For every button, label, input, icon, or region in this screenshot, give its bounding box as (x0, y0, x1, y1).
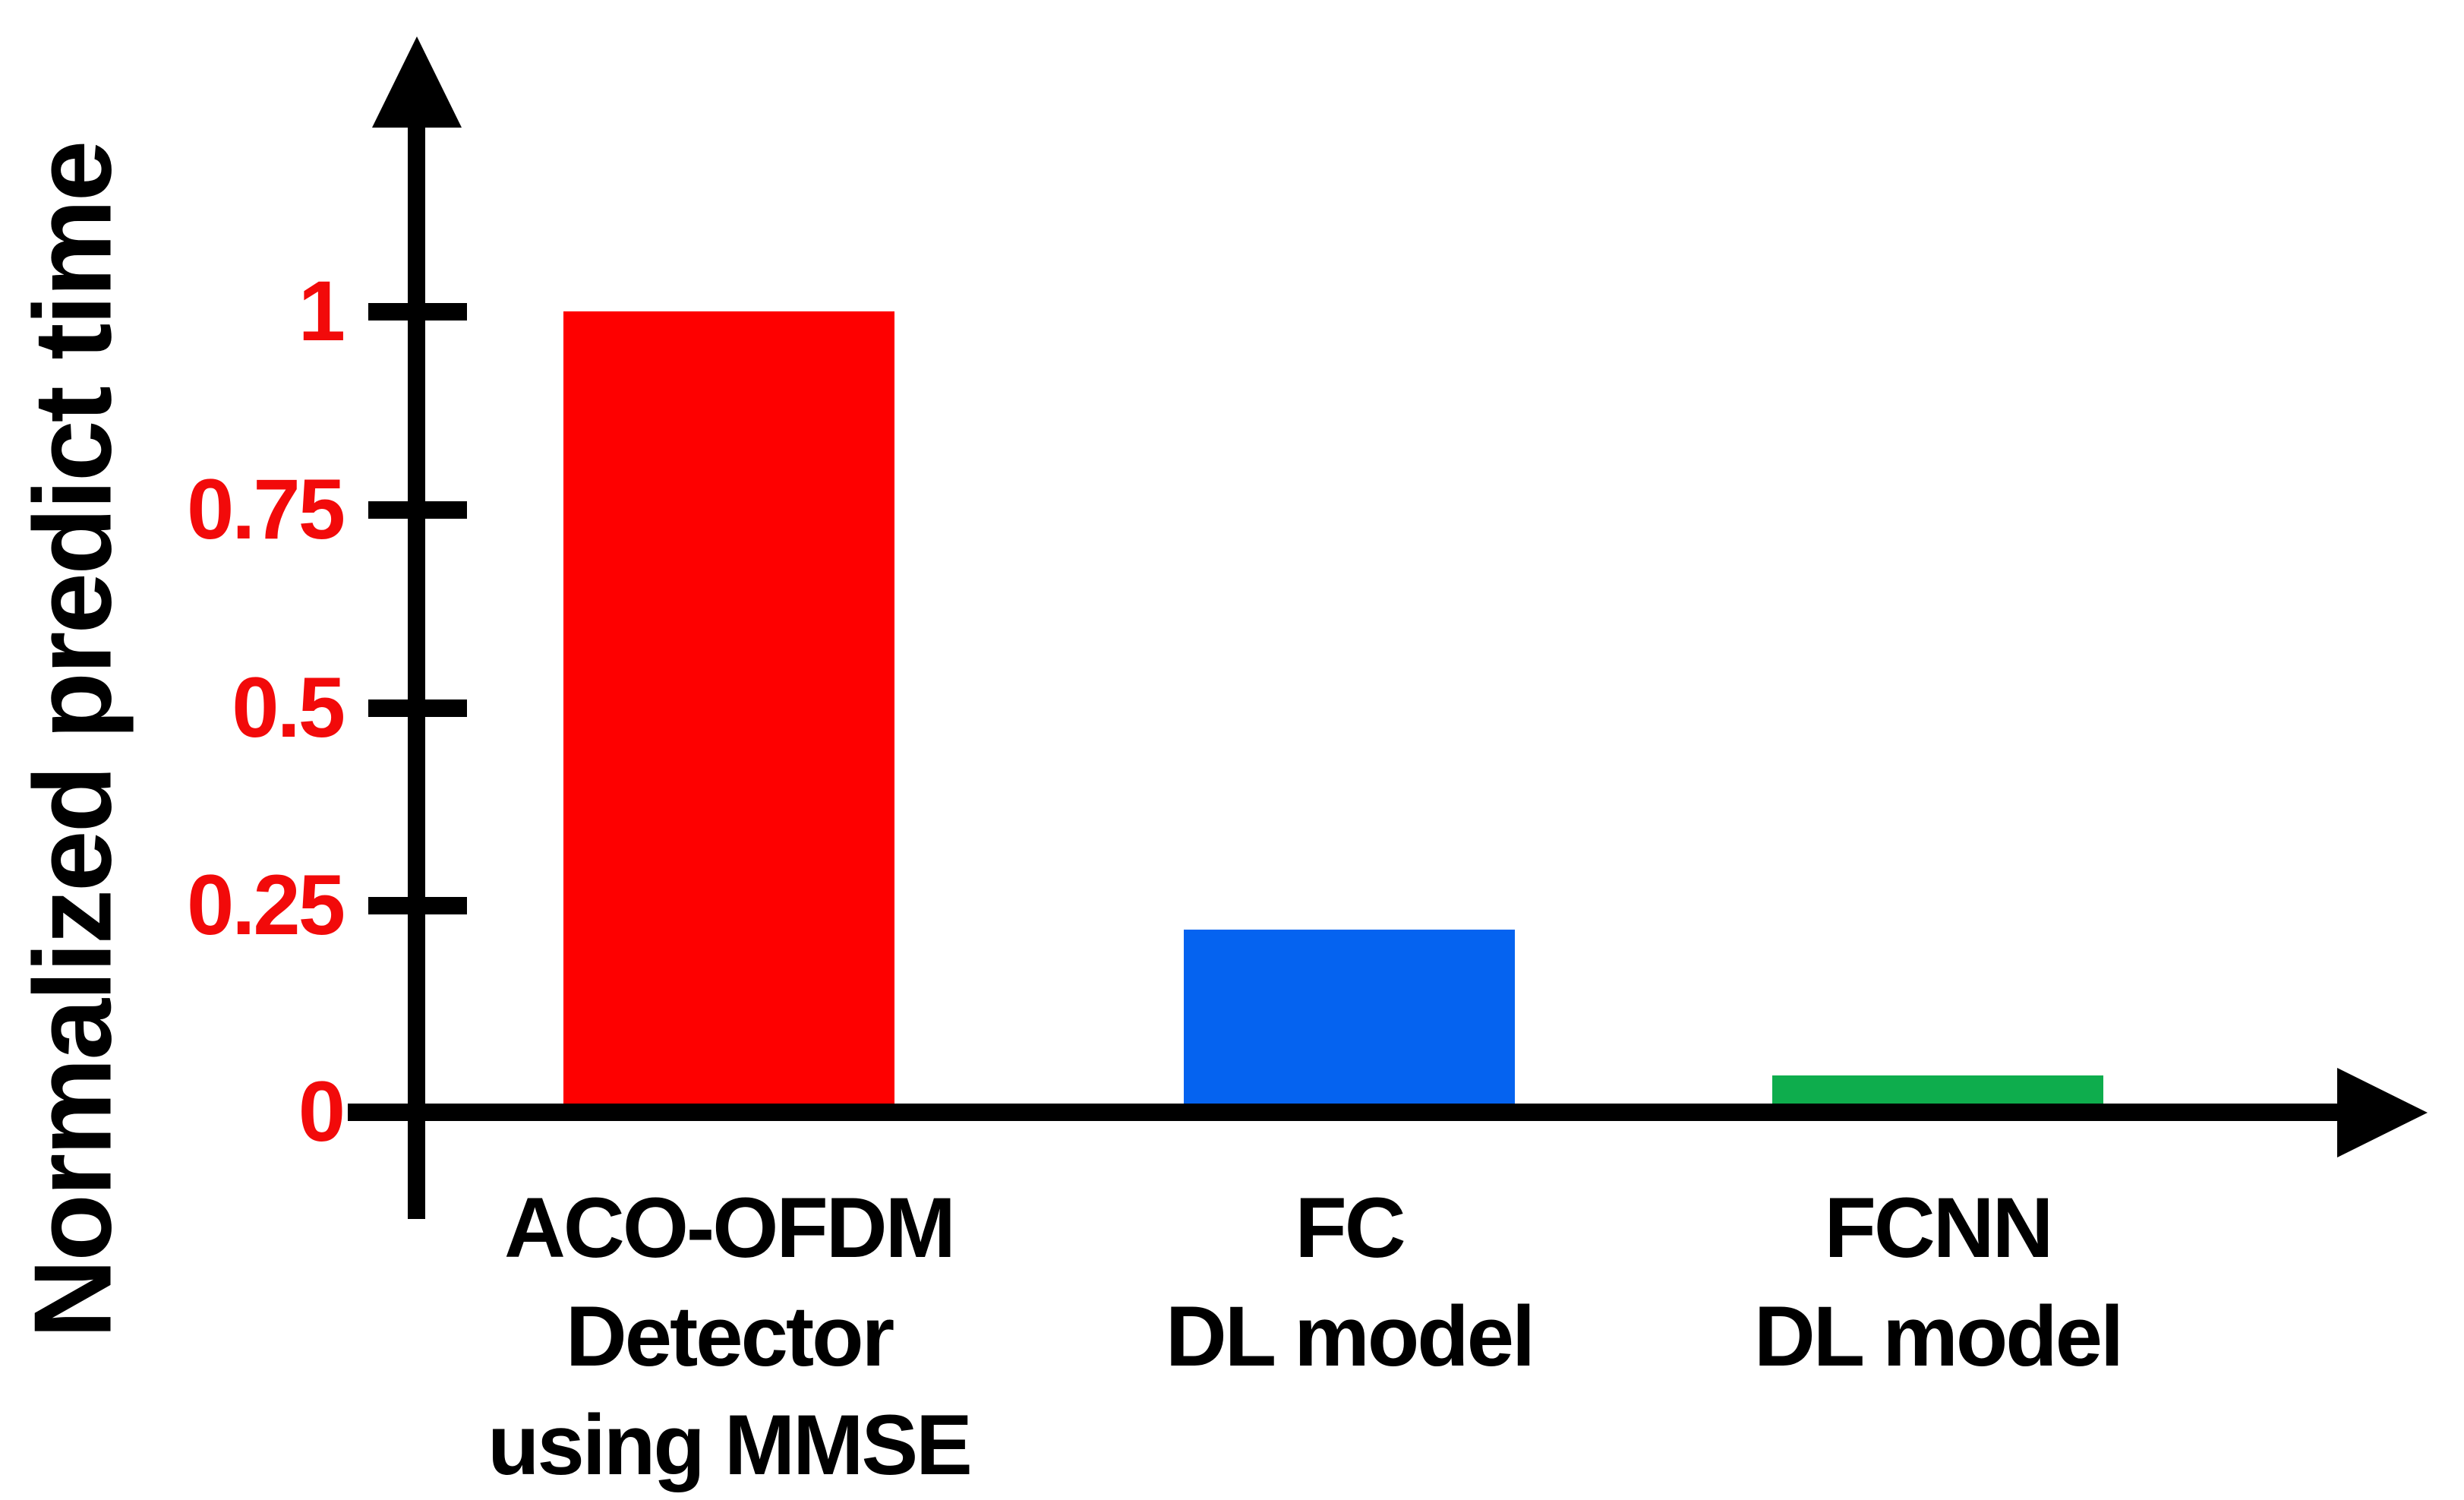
y-axis-line (408, 114, 425, 1219)
y-tick-075 (368, 501, 467, 519)
y-tick-05 (368, 699, 467, 717)
y-tick-label-0: 0 (298, 1064, 345, 1159)
y-tick-label-025: 0.25 (187, 857, 345, 952)
y-tick-label-075: 0.75 (187, 462, 345, 557)
y-tick-025 (368, 897, 467, 914)
x-axis-line (348, 1104, 2339, 1121)
y-tick-label-05: 0.5 (232, 660, 345, 755)
x-axis-arrowhead-icon (2337, 1068, 2428, 1157)
category-label-fc-dl-model: FC DL model (1165, 1180, 1535, 1384)
category-label-fcnn-dl-model: FCNN DL model (1753, 1180, 2124, 1384)
y-tick-1 (368, 303, 467, 321)
bar-aco-ofdm-detector-mmse (563, 311, 894, 1104)
bar-fc-dl-model (1184, 930, 1515, 1104)
y-tick-label-1: 1 (298, 264, 345, 358)
bar-fcnn-dl-model (1772, 1075, 2103, 1104)
category-label-aco-ofdm-detector-mmse: ACO-OFDM Detector using MMSE (487, 1180, 973, 1492)
y-axis-arrowhead-icon (372, 36, 462, 128)
